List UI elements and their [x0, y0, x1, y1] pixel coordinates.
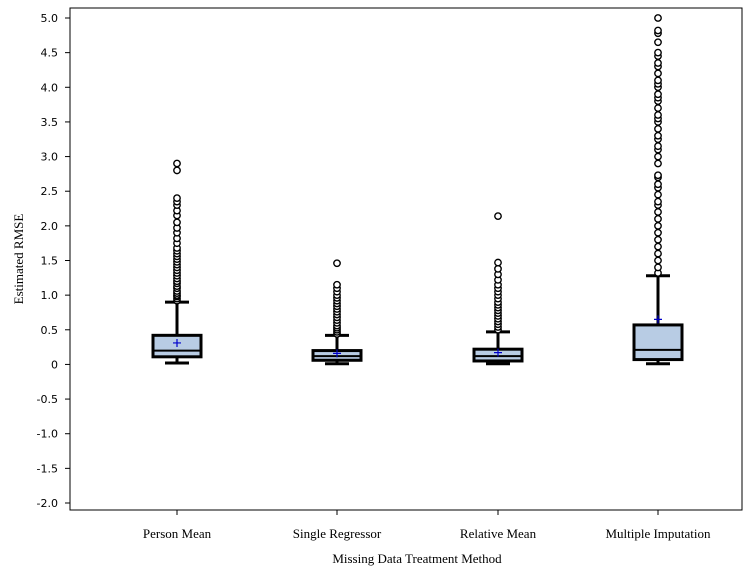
mean-marker — [333, 349, 341, 358]
y-tick-label: -1.0 — [37, 428, 58, 441]
y-tick-label: 0 — [51, 358, 58, 371]
y-tick-label: -0.5 — [37, 393, 58, 406]
outlier-point — [654, 76, 662, 85]
outlier-point — [654, 124, 662, 133]
box-group — [632, 14, 684, 366]
outlier-point — [654, 159, 662, 168]
outlier-point — [654, 256, 662, 265]
outlier-point — [654, 215, 662, 223]
outlier-point — [654, 48, 662, 57]
outlier-point — [654, 26, 662, 35]
y-tick-label: 4.5 — [41, 47, 59, 60]
outlier-point — [654, 228, 662, 237]
x-axis-title: Missing Data Treatment Method — [332, 551, 502, 566]
box-group — [151, 159, 203, 365]
outlier-point — [173, 159, 181, 168]
y-tick-label: 2.0 — [41, 220, 59, 233]
outlier-point — [654, 190, 662, 199]
y-tick-label: 3.5 — [41, 116, 59, 129]
outlier-point — [654, 59, 662, 67]
y-tick-label: -2.0 — [37, 497, 58, 510]
y-tick-label: 1.5 — [41, 255, 59, 268]
outlier-point — [654, 221, 662, 230]
outlier-point — [654, 171, 662, 180]
mean-marker — [494, 348, 502, 357]
x-tick-label: Single Regressor — [293, 526, 382, 541]
outlier-point — [173, 194, 181, 203]
y-tick-label: 0.5 — [41, 324, 59, 337]
outlier-point — [173, 166, 181, 175]
y-tick-label: -1.5 — [37, 462, 58, 475]
boxes-layer — [151, 14, 684, 366]
outlier-point — [654, 242, 662, 251]
outlier-point — [654, 152, 662, 161]
outlier-point — [654, 38, 662, 47]
outlier-point — [654, 208, 662, 216]
outlier-point — [654, 263, 662, 272]
outlier-point — [494, 258, 502, 267]
mean-marker — [173, 338, 181, 347]
outlier-point — [654, 180, 662, 189]
outlier-point — [654, 197, 662, 206]
y-axis: 5.0 4.5 4.0 3.5 3.0 2.5 2.0 1.5 1.0 0.5 0 -0.5 -1.0 -… — [37, 12, 70, 510]
outlier-point — [173, 218, 181, 227]
y-axis-title: Estimated RMSE — [11, 214, 26, 305]
y-tick-label: 5.0 — [41, 12, 59, 25]
outlier-point — [654, 69, 662, 78]
plot-frame — [69, 7, 743, 511]
y-tick-label: 3.0 — [41, 151, 59, 164]
outlier-point — [494, 212, 502, 221]
y-tick-label: 4.0 — [41, 81, 59, 94]
x-tick-label: Multiple Imputation — [605, 526, 711, 541]
y-tick-label: 2.5 — [41, 185, 59, 198]
box-group — [311, 259, 363, 366]
outlier-point — [654, 142, 662, 151]
outlier-point — [654, 14, 662, 22]
outlier-point — [654, 111, 662, 119]
iqr-box — [632, 323, 684, 362]
outlier-point — [333, 280, 341, 289]
outlier-point — [494, 264, 502, 273]
box-group — [472, 212, 524, 366]
mean-marker — [654, 315, 662, 324]
outlier-point — [654, 90, 662, 99]
outlier-point — [654, 235, 662, 244]
x-tick-label: Person Mean — [143, 526, 212, 541]
x-axis: Person Mean Single Regressor Relative Mean… — [143, 510, 711, 541]
outlier-point — [654, 104, 662, 112]
y-tick-label: 1.0 — [41, 289, 59, 302]
outlier-point — [654, 131, 662, 140]
x-tick-label: Relative Mean — [460, 526, 537, 541]
outlier-point — [654, 249, 662, 258]
outlier-point — [333, 259, 341, 268]
